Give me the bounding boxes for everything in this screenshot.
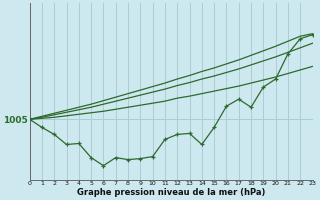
- X-axis label: Graphe pression niveau de la mer (hPa): Graphe pression niveau de la mer (hPa): [77, 188, 265, 197]
